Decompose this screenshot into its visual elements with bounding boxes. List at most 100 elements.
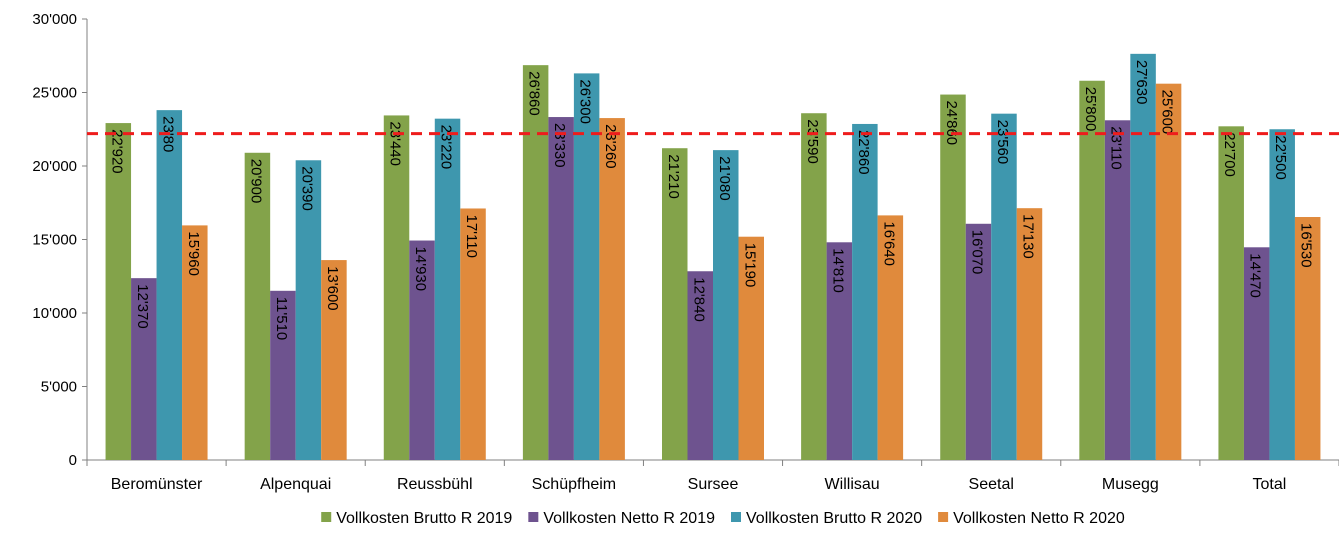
bar [1130, 53, 1156, 461]
data-label: 22'500 [1272, 135, 1289, 180]
data-label: 23'330 [551, 123, 568, 168]
category-label: Willisau [825, 476, 880, 493]
legend: Vollkosten Brutto R 2019 Vollkosten Netto… [321, 510, 1125, 527]
bar [409, 240, 435, 460]
bar [548, 117, 574, 460]
data-label: 26'860 [526, 71, 543, 116]
data-labels: 22'92012'37023'8015'96020'90011'51020'39… [108, 60, 1314, 340]
y-tick-label: 0 [69, 452, 77, 469]
bar [573, 73, 600, 460]
legend-label: Vollkosten Netto R 2020 [953, 510, 1125, 527]
data-label: 22'920 [108, 129, 125, 174]
y-tick-label: 5'000 [41, 379, 77, 396]
legend-swatch [321, 512, 332, 522]
bar [801, 113, 827, 461]
data-label: 17'130 [1019, 214, 1036, 259]
bar [105, 123, 132, 461]
data-label: 24'860 [943, 101, 960, 146]
bar [1104, 120, 1131, 461]
data-label: 23'590 [804, 119, 821, 164]
data-label: 15'190 [741, 243, 758, 288]
category-label: Total [1253, 476, 1287, 493]
bar [1218, 126, 1244, 460]
legend-swatch [938, 512, 949, 522]
bar [852, 123, 878, 460]
category-label: Reussbühl [397, 476, 473, 493]
bar [877, 215, 904, 460]
bar [1294, 217, 1321, 460]
bar [1269, 129, 1295, 460]
bar [156, 110, 183, 460]
legend-swatch [731, 512, 741, 522]
data-label: 27'630 [1133, 60, 1150, 105]
bar [662, 148, 688, 460]
category-label: Sursee [688, 476, 739, 493]
data-label: 20'390 [298, 166, 315, 211]
data-label: 25'600 [1159, 90, 1176, 135]
data-label: 11'510 [273, 297, 290, 340]
data-label: 23'260 [602, 124, 619, 169]
y-tick-label: 15'000 [32, 232, 77, 249]
data-label: 12'370 [134, 284, 151, 329]
bar [270, 290, 296, 460]
data-label: 14'470 [1247, 253, 1264, 298]
bar [713, 150, 739, 460]
legend-label: Vollkosten Netto R 2019 [543, 510, 715, 527]
bar [738, 236, 764, 460]
data-label: 14'930 [412, 247, 429, 292]
data-label: 20'900 [247, 159, 264, 204]
data-label: 15'960 [185, 231, 202, 276]
data-label: 23'560 [994, 120, 1011, 165]
bar [991, 113, 1017, 460]
bar [244, 152, 271, 460]
bar [131, 278, 157, 460]
bar [383, 115, 410, 460]
data-label: 25'800 [1082, 87, 1099, 132]
bar [1079, 80, 1105, 461]
bar [826, 242, 853, 460]
y-axis: 0 5'000 10'000 15'000 20'000 25'000 30'000 [32, 11, 88, 469]
bars [105, 53, 1321, 461]
data-label: 23'110 [1108, 126, 1125, 169]
bar [965, 223, 992, 460]
bar [182, 225, 208, 460]
bar [295, 160, 322, 460]
y-tick-label: 25'000 [32, 85, 77, 102]
bar [460, 208, 486, 460]
data-label: 22'860 [855, 130, 872, 175]
data-label: 12'840 [690, 277, 707, 322]
y-tick-label: 30'000 [32, 11, 77, 28]
data-label: 16'070 [968, 230, 985, 275]
data-label: 13'600 [324, 266, 341, 311]
bar [522, 65, 549, 461]
bar [434, 118, 461, 460]
data-label: 21'210 [665, 154, 682, 199]
bar [1243, 247, 1270, 460]
bar [1016, 208, 1043, 460]
data-label: 14'810 [829, 248, 846, 293]
data-label: 17'110 [463, 214, 480, 257]
data-label: 26'300 [577, 79, 594, 124]
data-label: 21'080 [716, 156, 733, 201]
legend-label: Vollkosten Brutto R 2019 [336, 510, 512, 527]
data-label: 16'640 [880, 221, 897, 266]
category-label: Seetal [969, 476, 1014, 493]
data-label: 22'700 [1221, 132, 1238, 177]
category-label: Musegg [1102, 476, 1159, 493]
data-label: 23'440 [387, 121, 404, 166]
legend-label: Vollkosten Brutto R 2020 [746, 510, 922, 527]
category-label: Alpenquai [260, 476, 331, 493]
y-tick-label: 20'000 [32, 158, 77, 175]
category-label: Beromünster [111, 476, 203, 493]
x-axis: Beromünster Alpenquai Reussbühl Schüpfheim S… [86, 459, 1339, 493]
data-label: 23'220 [438, 125, 455, 170]
legend-swatch [528, 512, 539, 522]
bar [687, 271, 713, 460]
y-tick-label: 10'000 [32, 305, 77, 322]
data-label: 16'530 [1298, 223, 1315, 268]
bar [940, 94, 966, 461]
bar [1155, 83, 1182, 461]
bar [321, 260, 347, 460]
bar [599, 118, 625, 460]
